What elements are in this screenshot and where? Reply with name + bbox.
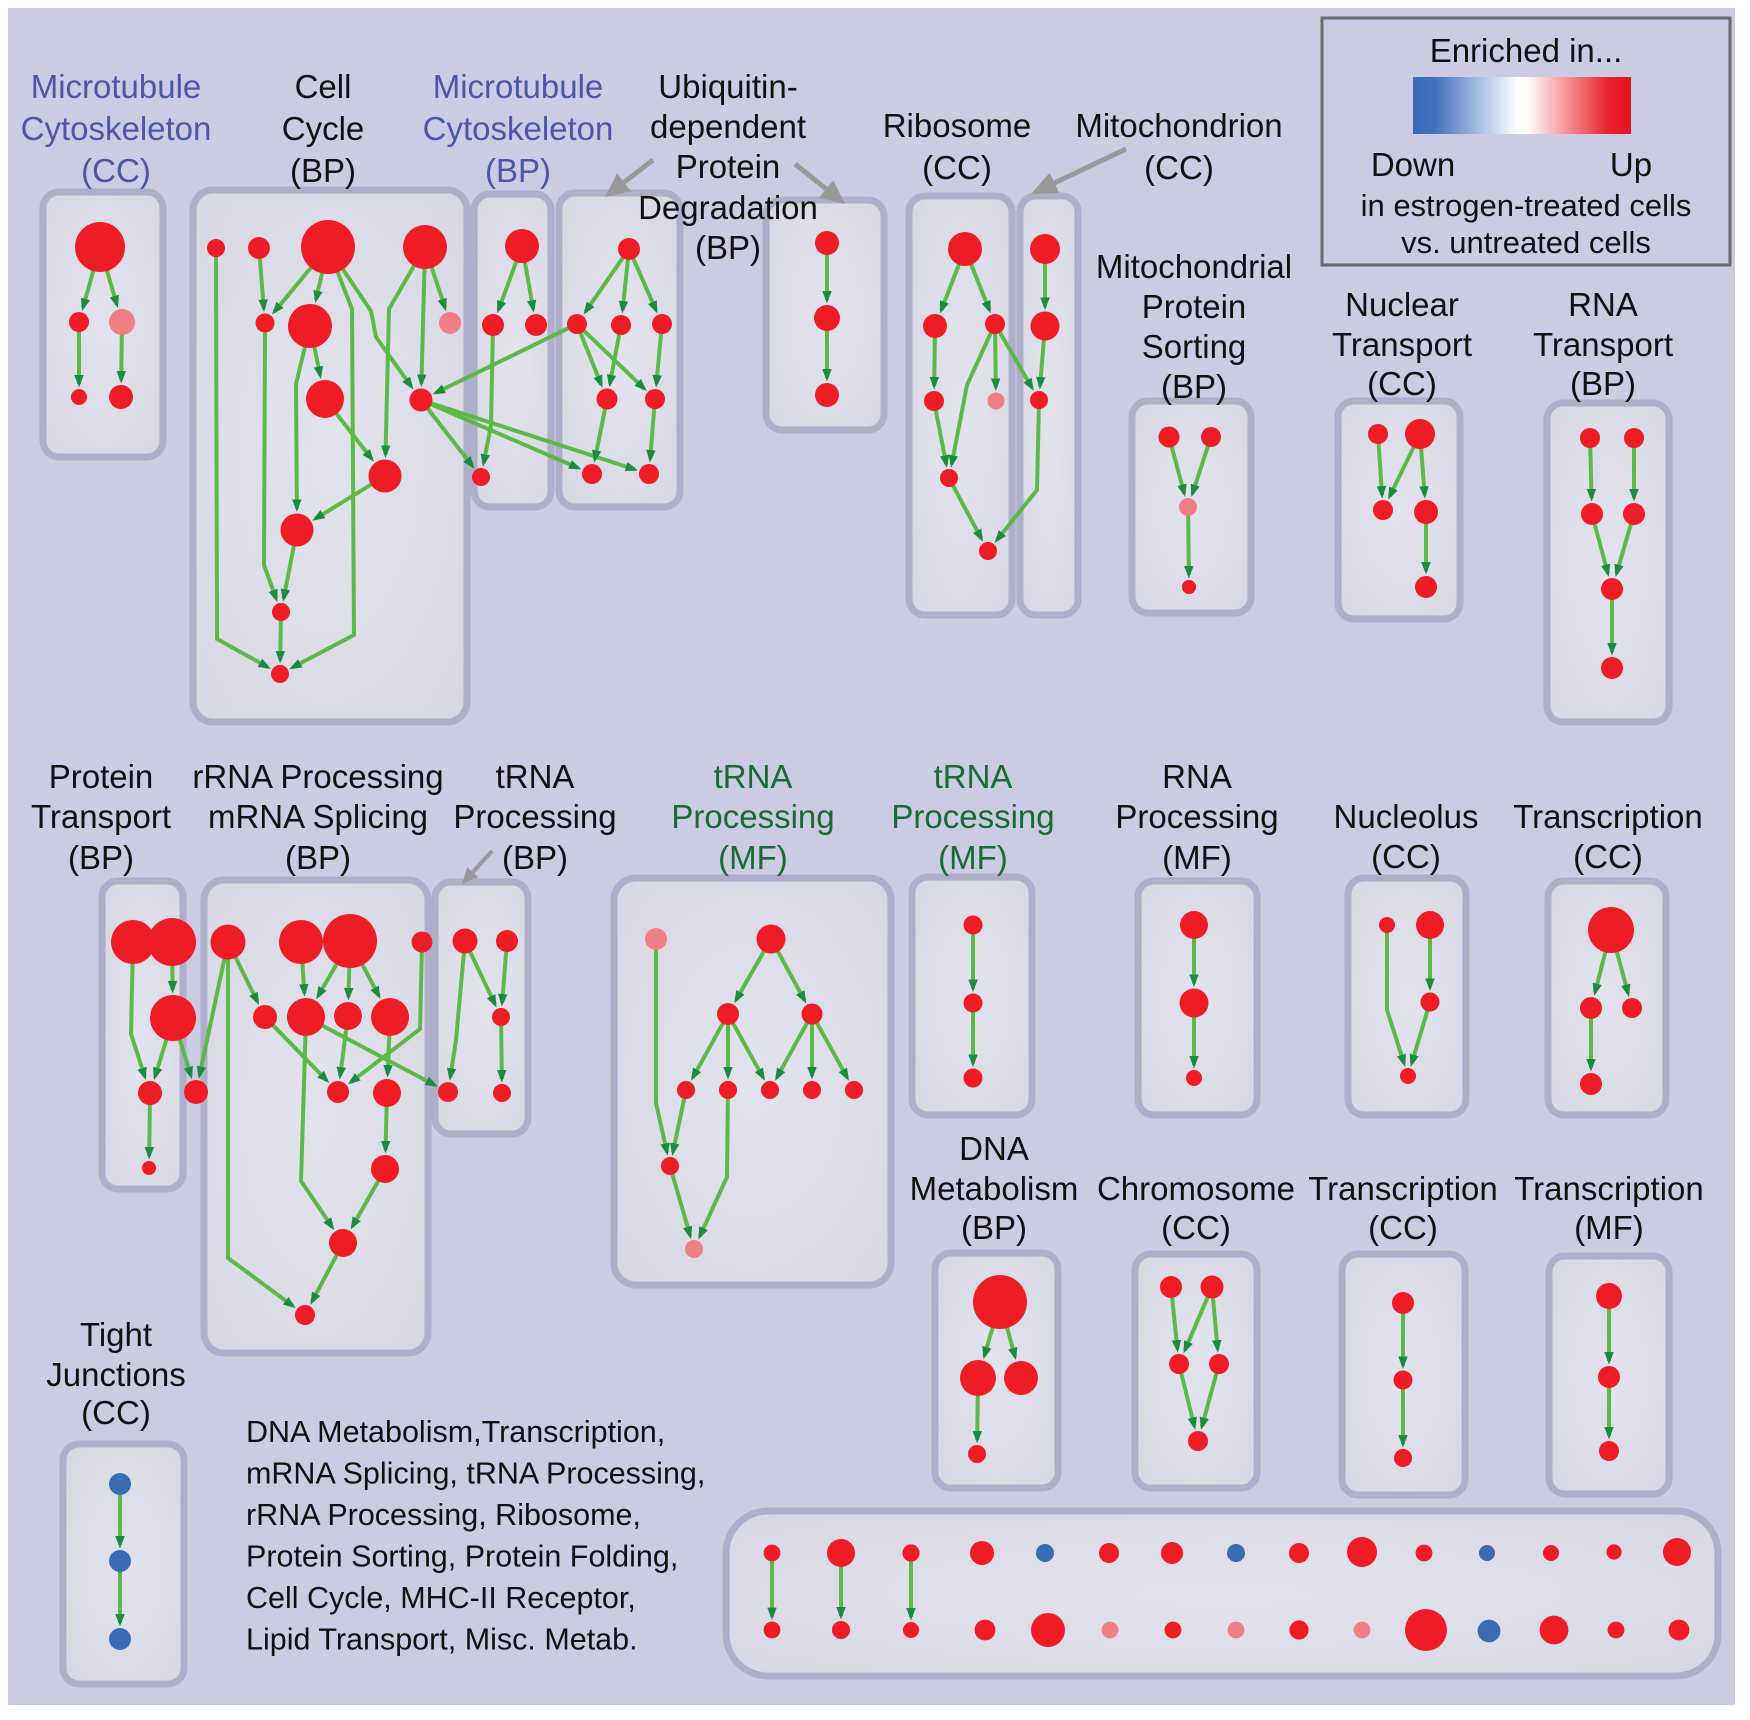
svg-text:(MF): (MF) [938, 839, 1008, 876]
svg-text:(BP): (BP) [695, 229, 761, 266]
svg-text:dependent: dependent [650, 108, 806, 145]
svg-text:Processing: Processing [453, 798, 616, 835]
svg-text:Transport: Transport [1332, 326, 1472, 363]
svg-text:(CC): (CC) [81, 1394, 151, 1431]
svg-text:tRNA: tRNA [496, 758, 575, 795]
svg-text:(MF): (MF) [718, 839, 788, 876]
svg-text:(CC): (CC) [81, 152, 151, 189]
svg-text:Transport: Transport [31, 798, 171, 835]
svg-text:(BP): (BP) [502, 839, 568, 876]
svg-text:Protein: Protein [1142, 288, 1247, 325]
svg-text:(BP): (BP) [68, 839, 134, 876]
svg-text:Nucleolus: Nucleolus [1334, 798, 1479, 835]
svg-text:(BP): (BP) [1570, 365, 1636, 402]
svg-text:(BP): (BP) [285, 839, 351, 876]
svg-text:DNA: DNA [959, 1130, 1029, 1167]
svg-text:(CC): (CC) [1368, 1209, 1438, 1246]
svg-text:(CC): (CC) [1573, 838, 1643, 875]
svg-text:Chromosome: Chromosome [1097, 1170, 1295, 1207]
svg-text:Cycle: Cycle [282, 110, 365, 147]
svg-text:Nuclear: Nuclear [1345, 286, 1459, 323]
svg-text:(BP): (BP) [290, 152, 356, 189]
svg-text:Down: Down [1371, 146, 1455, 183]
svg-text:RNA: RNA [1568, 286, 1638, 323]
svg-text:Enriched in...: Enriched in... [1430, 32, 1623, 69]
svg-text:Microtubule: Microtubule [433, 68, 604, 105]
svg-text:Transcription: Transcription [1514, 1170, 1704, 1207]
svg-text:(CC): (CC) [1144, 149, 1214, 186]
svg-text:mRNA Splicing: mRNA Splicing [208, 798, 428, 835]
svg-text:(MF): (MF) [1574, 1209, 1644, 1246]
svg-text:Processing: Processing [671, 798, 834, 835]
svg-text:rRNA Processing: rRNA Processing [192, 758, 443, 795]
svg-text:Cytoskeleton: Cytoskeleton [21, 110, 212, 147]
svg-text:(CC): (CC) [1161, 1209, 1231, 1246]
svg-text:Cell: Cell [295, 68, 352, 105]
svg-text:Ubiquitin-: Ubiquitin- [658, 68, 797, 105]
svg-text:Transcription: Transcription [1308, 1170, 1498, 1207]
svg-text:Mitochondrial: Mitochondrial [1096, 248, 1292, 285]
svg-text:Protein: Protein [676, 148, 781, 185]
svg-text:Tight: Tight [80, 1316, 152, 1353]
svg-text:tRNA: tRNA [714, 758, 793, 795]
svg-text:in estrogen-treated cells: in estrogen-treated cells [1361, 188, 1692, 223]
svg-text:Degradation: Degradation [638, 189, 818, 226]
svg-text:tRNA: tRNA [934, 758, 1013, 795]
svg-text:mRNA Splicing, tRNA Processing: mRNA Splicing, tRNA Processing, [246, 1457, 705, 1491]
svg-text:Processing: Processing [1115, 798, 1278, 835]
svg-text:Sorting: Sorting [1142, 328, 1247, 365]
svg-text:Up: Up [1610, 146, 1652, 183]
svg-text:(CC): (CC) [922, 149, 992, 186]
svg-text:DNA Metabolism,Transcription,: DNA Metabolism,Transcription, [246, 1415, 665, 1449]
svg-text:RNA: RNA [1162, 758, 1232, 795]
svg-text:Cytoskeleton: Cytoskeleton [423, 110, 614, 147]
svg-text:(BP): (BP) [961, 1209, 1027, 1246]
svg-text:Metabolism: Metabolism [910, 1170, 1079, 1207]
svg-text:Lipid Transport, Misc. Metab.: Lipid Transport, Misc. Metab. [246, 1623, 638, 1657]
svg-text:Microtubule: Microtubule [31, 68, 202, 105]
svg-text:vs. untreated cells: vs. untreated cells [1401, 225, 1651, 260]
svg-text:Processing: Processing [891, 798, 1054, 835]
svg-text:Protein: Protein [49, 758, 154, 795]
svg-text:(CC): (CC) [1367, 365, 1437, 402]
svg-text:Transcription: Transcription [1513, 798, 1703, 835]
svg-text:(BP): (BP) [485, 152, 551, 189]
svg-text:Transport: Transport [1533, 326, 1673, 363]
svg-text:rRNA Processing, Ribosome,: rRNA Processing, Ribosome, [246, 1498, 641, 1532]
svg-text:Mitochondrion: Mitochondrion [1075, 107, 1282, 144]
svg-text:Protein Sorting, Protein Foldi: Protein Sorting, Protein Folding, [246, 1540, 678, 1574]
svg-text:Junctions: Junctions [46, 1356, 185, 1393]
svg-text:(CC): (CC) [1371, 838, 1441, 875]
svg-text:Ribosome: Ribosome [883, 107, 1032, 144]
svg-text:(BP): (BP) [1161, 368, 1227, 405]
svg-text:(MF): (MF) [1162, 839, 1232, 876]
svg-text:Cell Cycle, MHC-II Receptor,: Cell Cycle, MHC-II Receptor, [246, 1581, 636, 1615]
